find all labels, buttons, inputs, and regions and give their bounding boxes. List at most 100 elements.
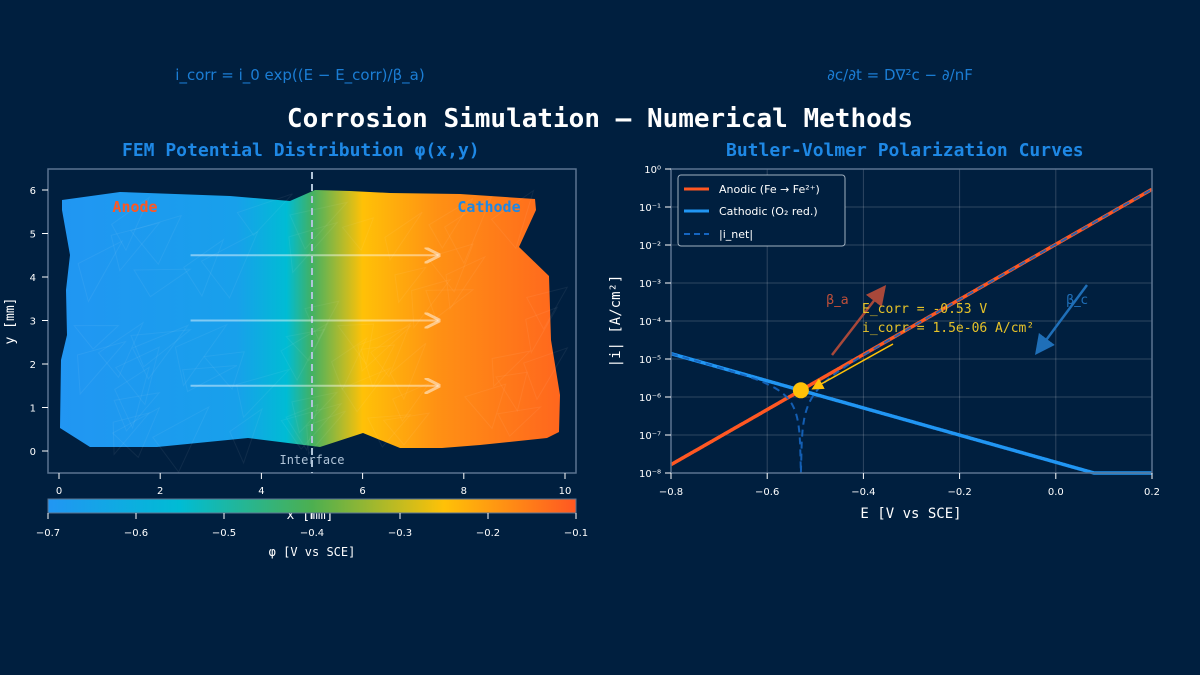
- mesh-triangle: [384, 211, 423, 262]
- cathodic-curve: [670, 352, 1152, 475]
- mesh-triangle: [133, 268, 192, 298]
- colorbar-tick-label: −0.7: [36, 528, 60, 539]
- mesh-triangle: [357, 324, 412, 372]
- fem-title: FEM Potential Distribution φ(x,y): [122, 140, 480, 161]
- fem-xtick-label: 6: [359, 486, 365, 497]
- mesh-triangle: [491, 350, 532, 388]
- mesh-triangle: [331, 336, 368, 391]
- mesh-triangle: [200, 230, 259, 299]
- bv-ytick-label: 10⁻³: [639, 279, 661, 290]
- bv-xtick-label: −0.4: [851, 487, 875, 498]
- mesh-triangle: [367, 414, 412, 448]
- fem-ytick-label: 4: [30, 273, 36, 284]
- mesh-triangle: [463, 383, 507, 430]
- bv-ytick-label: 10⁻⁸: [639, 469, 661, 480]
- mesh-triangle: [77, 239, 124, 303]
- bv-ylabel: |i| [A/cm²]: [608, 275, 624, 368]
- bv-ytick-label: 10⁻²: [639, 241, 661, 252]
- legend-cathodic-label: Cathodic (O₂ red.): [719, 205, 818, 218]
- bv-curves: [670, 187, 1153, 475]
- mesh-triangle: [114, 366, 150, 430]
- bv-xtick-label: 0.0: [1048, 487, 1064, 498]
- mesh-triangle: [113, 391, 161, 432]
- mesh-triangle: [235, 368, 291, 419]
- colorbar-label: φ [V vs SCE]: [269, 545, 356, 559]
- mesh-triangle: [73, 325, 120, 350]
- ecorr-annotation-arrow: [811, 343, 894, 390]
- mesh-triangle: [336, 323, 375, 366]
- mesh-triangle: [426, 243, 474, 293]
- bv-ytick-label: 10⁻¹: [639, 203, 661, 214]
- colorbar-tick-label: −0.2: [476, 528, 500, 539]
- mesh-triangle: [280, 322, 330, 382]
- mesh-triangle: [392, 381, 431, 423]
- legend-box: [677, 174, 846, 247]
- bv-xtick-label: −0.8: [659, 487, 683, 498]
- mesh-triangle: [304, 300, 340, 341]
- mesh-triangle: [289, 201, 349, 250]
- fem-ytick-label: 0: [30, 447, 36, 458]
- colorbar-tick-label: −0.5: [212, 528, 236, 539]
- mesh-triangle: [97, 321, 145, 379]
- mesh-triangle: [382, 412, 431, 446]
- legend-net-label: |i_net|: [719, 228, 753, 241]
- mesh-triangle: [129, 214, 183, 266]
- mesh-triangle: [370, 322, 412, 378]
- mesh-triangle: [111, 196, 151, 252]
- cathode-label: Cathode: [457, 198, 520, 216]
- mesh-triangle: [411, 278, 452, 330]
- beta-c-arrow: [1035, 284, 1089, 356]
- mesh-triangle: [130, 329, 193, 368]
- mesh-triangle: [236, 193, 293, 237]
- colorbar-tick-label: −0.6: [124, 528, 148, 539]
- mesh-triangle: [495, 371, 528, 413]
- fem-ytick-label: 5: [30, 230, 36, 241]
- bv-ytick-label: 10⁰: [644, 165, 661, 176]
- mesh-triangle: [181, 365, 238, 393]
- bv-title: Butler-Volmer Polarization Curves: [726, 140, 1084, 161]
- mesh-triangle: [497, 406, 542, 437]
- fem-xtick-label: 8: [461, 486, 467, 497]
- mesh-triangle: [152, 405, 210, 474]
- bv-ticks: −0.8 −0.6 −0.4 −0.2 0.0 0.2 10⁻⁸ 10⁻⁷ 10⁻⁶ 10⁻⁵ 10…: [639, 165, 1160, 498]
- beta-a-label: β_a: [826, 293, 849, 308]
- beta-c-label: β_c: [1066, 293, 1088, 308]
- mesh-triangle: [523, 347, 569, 401]
- anode-label: Anode: [112, 198, 157, 216]
- mesh-triangle: [76, 340, 128, 396]
- mesh-triangle: [229, 407, 263, 465]
- bv-xtick-label: 0.2: [1144, 487, 1160, 498]
- net-current-curve: [670, 188, 1153, 474]
- bv-ytick-label: 10⁻⁵: [639, 355, 661, 366]
- mesh-triangle: [111, 406, 161, 459]
- mesh-triangle: [285, 328, 326, 362]
- fem-ytick-label: 3: [30, 317, 36, 328]
- fem-ylabel: y [mm]: [3, 298, 18, 345]
- beta-a-arrow: [831, 285, 887, 356]
- mesh-triangle: [183, 238, 225, 298]
- colorbar-tick-label: −0.3: [388, 528, 412, 539]
- colorbar-tick-label: −0.4: [300, 528, 324, 539]
- bv-xlabel: E [V vs SCE]: [860, 506, 961, 522]
- mesh-triangle: [288, 221, 339, 274]
- fem-panel: FEM Potential Distribution φ(x,y) Interf…: [3, 140, 588, 559]
- polarization-panel: Butler-Volmer Polarization Curves −0.8 −0…: [608, 140, 1160, 522]
- fem-xtick-label: 2: [157, 486, 163, 497]
- mesh-triangle: [341, 366, 392, 413]
- mesh-triangle: [131, 324, 190, 380]
- mesh-triangle: [203, 351, 245, 391]
- mesh-triangle: [425, 289, 475, 320]
- bv-xtick-label: −0.6: [755, 487, 779, 498]
- colorbar-ticks: −0.7 −0.6 −0.5 −0.4 −0.3 −0.2 −0.1: [36, 513, 588, 539]
- mesh-triangle: [525, 286, 569, 331]
- fem-ytick-label: 2: [30, 360, 36, 371]
- bv-ytick-label: 10⁻⁴: [639, 317, 661, 328]
- fem-xtick-label: 4: [258, 486, 264, 497]
- mesh-triangle: [174, 323, 229, 387]
- bv-ytick-label: 10⁻⁶: [639, 393, 661, 404]
- mesh-triangle: [428, 198, 474, 250]
- bv-equation: i_corr = i_0 exp((E − E_corr)/β_a): [175, 66, 424, 85]
- colorbar-tick-label: −0.1: [564, 528, 588, 539]
